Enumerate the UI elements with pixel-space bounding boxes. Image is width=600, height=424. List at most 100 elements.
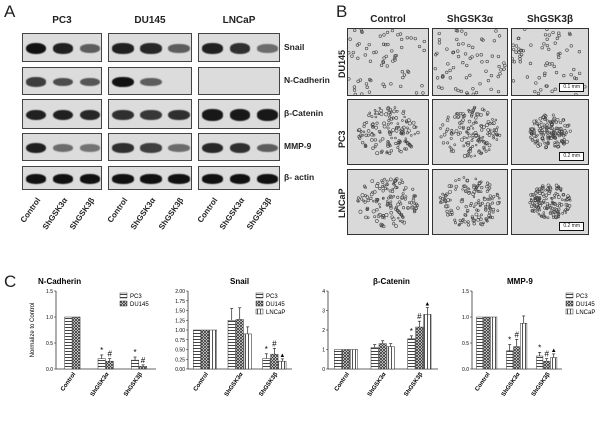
y-tick-label: 0.0 — [462, 367, 469, 373]
bar — [370, 347, 379, 370]
y-tick-label: 2 — [322, 328, 325, 334]
blot-band — [26, 77, 47, 87]
blot-band — [168, 44, 190, 53]
blot-band — [79, 77, 100, 87]
bar — [350, 349, 358, 370]
bar — [513, 346, 521, 370]
blot-band — [256, 109, 278, 121]
x-tick-label: ShGSK3β — [531, 371, 552, 397]
bar — [490, 316, 498, 370]
blot-strip — [108, 99, 192, 129]
blot-strip — [198, 133, 280, 161]
bar — [193, 329, 201, 370]
blot-band — [112, 76, 134, 88]
blot-band — [79, 174, 100, 184]
y-tick-label: 1.50 — [175, 309, 185, 315]
blot-protein-label: β-Catenin — [284, 108, 324, 118]
microscopy-image — [347, 99, 429, 165]
y-tick-label: 1.5 — [462, 289, 469, 295]
y-axis-label: Normalize to Control — [30, 303, 36, 358]
legend-swatch — [255, 300, 264, 307]
bar — [506, 350, 514, 370]
bar — [415, 326, 424, 370]
blot-band — [229, 143, 251, 153]
microscopy-image: 0.2 mm — [511, 99, 589, 165]
significance-mark: * — [538, 343, 541, 352]
y-tick-label: 1.75 — [175, 299, 185, 305]
bar — [131, 359, 139, 370]
bar — [270, 353, 279, 370]
legend-label: PC3 — [130, 294, 142, 300]
y-tick-label: 2.00 — [175, 289, 185, 295]
blot-band — [52, 174, 74, 184]
blot-cell-line-title: PC3 — [52, 15, 72, 26]
significance-mark: * — [100, 346, 103, 355]
blot-band — [112, 109, 134, 121]
x-tick-label: Control — [334, 371, 351, 392]
blot-strip — [22, 166, 102, 190]
blot-strip — [22, 33, 102, 62]
blot-lane-label: ShGSK3β — [156, 196, 186, 232]
bar — [550, 357, 558, 370]
blot-strip — [108, 67, 192, 95]
legend-label: LNCaP — [576, 310, 595, 316]
x-tick-label: ShGSK3α — [90, 371, 111, 397]
y-tick-label: 1.5 — [46, 289, 53, 295]
blot-protein-label: MMP-9 — [284, 141, 312, 151]
blot-strip — [22, 133, 102, 161]
chart-title: N-Cadherin — [38, 277, 81, 286]
blot-band — [79, 109, 100, 121]
chart-snail: Snail 0.00 0.25 0.50 0.75 1.00 1.25 1.50 1.75 2.0… — [160, 277, 302, 418]
microscopy-texture — [512, 29, 587, 95]
legend-swatch — [565, 292, 574, 299]
y-tick-label: 0.0 — [46, 367, 53, 373]
microscopy-texture — [439, 105, 502, 158]
bar — [476, 316, 484, 370]
y-tick-label: 0.00 — [175, 367, 185, 373]
y-tick-label: 1.25 — [175, 318, 185, 324]
microscopy-image: 0.2 mm — [511, 169, 589, 235]
y-tick-label: 4 — [322, 289, 325, 295]
bar — [227, 320, 236, 370]
significance-mark: * — [265, 345, 268, 354]
bar — [423, 314, 432, 370]
legend-swatch — [565, 308, 574, 315]
blot-protein-label: β- actin — [284, 172, 315, 182]
bar — [342, 349, 350, 370]
microscopy-texture — [356, 106, 420, 156]
y-tick-label: 0.5 — [462, 341, 469, 347]
y-tick-label: 0 — [322, 367, 325, 373]
chart-svg: β-Catenin 0 1 2 3 4 Control ShGSK3α * #▲ ShGSK3β — [322, 277, 438, 398]
bar — [520, 322, 528, 370]
chart--catenin: β-Catenin 0 1 2 3 4 Control ShGSK3α * # ▲ ShGSK3β — [306, 277, 448, 418]
microscopy-texture — [528, 113, 572, 150]
blot-protein-label: Snail — [284, 41, 305, 52]
blot-band — [140, 43, 162, 54]
significance-mark: # — [514, 330, 519, 339]
significance-mark: # — [417, 312, 422, 321]
blot-cell-line-title: DU145 — [134, 15, 166, 26]
blot-lane-label: ShGSK3β — [245, 196, 274, 232]
chart-mmp-: MMP-9 0.0 0.5 1.0 1.5 Control * # ShGSK3α * # ▲ ShGS… — [452, 277, 600, 418]
legend-label: PC3 — [576, 294, 588, 300]
blot-strip — [198, 33, 280, 62]
image-column-title: Control — [370, 14, 406, 25]
image-row-label: PC3 — [337, 130, 347, 148]
image-column-title: ShGSK3α — [446, 14, 494, 25]
blot-band — [202, 43, 224, 54]
blot-band — [26, 142, 47, 154]
legend-swatch — [119, 300, 128, 307]
blot-band — [52, 143, 74, 153]
bar — [278, 360, 287, 370]
blot-strip — [22, 67, 102, 95]
y-tick-label: 1.0 — [462, 315, 469, 321]
significance-mark: # — [272, 339, 277, 348]
blot-band — [168, 109, 190, 121]
y-tick-label: 1.0 — [46, 315, 53, 321]
bar — [139, 366, 147, 370]
blot-lane-label: ShGSK3α — [128, 196, 158, 232]
image-column-title: ShGSK3β — [526, 14, 574, 25]
blot-band — [229, 109, 251, 121]
significance-mark: * — [410, 327, 413, 336]
